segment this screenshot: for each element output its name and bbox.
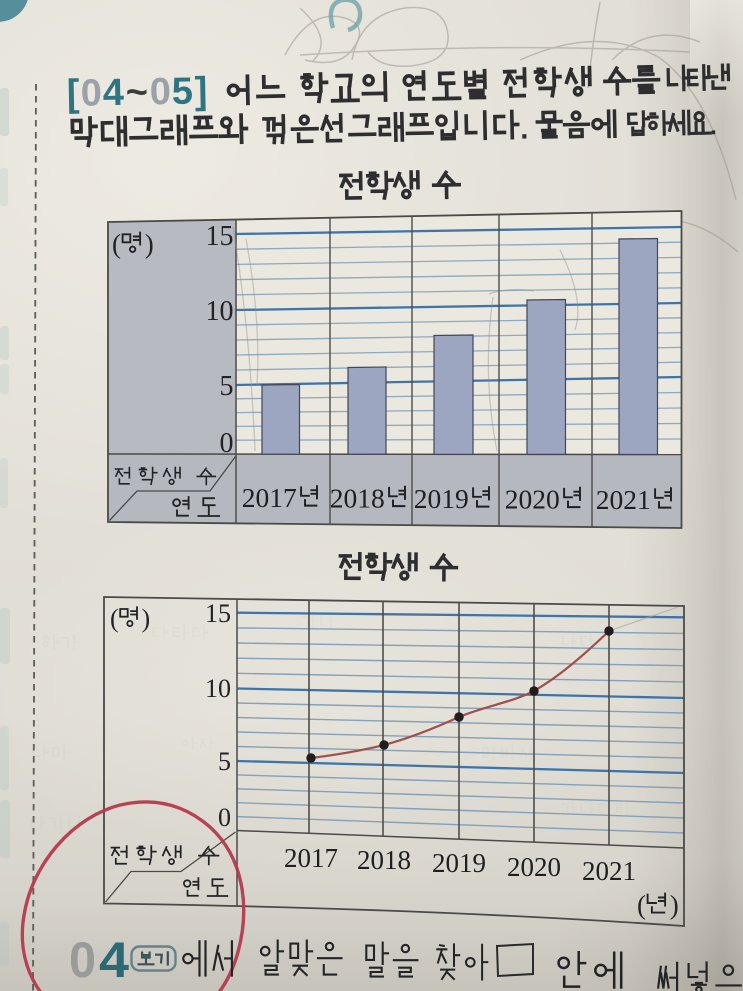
- svg-text:]: ]: [194, 70, 207, 112]
- svg-text:2019: 2019: [414, 483, 469, 514]
- svg-text:(: (: [110, 604, 119, 633]
- svg-text:5: 5: [171, 71, 193, 113]
- svg-text:0: 0: [149, 71, 171, 113]
- svg-text:): ): [145, 229, 154, 259]
- svg-text:): ): [142, 604, 151, 633]
- svg-text:2020: 2020: [505, 484, 560, 515]
- svg-text:.: .: [520, 113, 529, 145]
- svg-text:2017: 2017: [284, 843, 338, 873]
- svg-text:2021: 2021: [582, 856, 636, 886]
- svg-text:(: (: [637, 890, 646, 920]
- svg-text:0: 0: [220, 428, 234, 459]
- svg-text:2021: 2021: [596, 484, 651, 515]
- svg-text:2018: 2018: [330, 483, 385, 514]
- svg-text:0: 0: [80, 72, 102, 114]
- svg-text:5: 5: [218, 747, 231, 776]
- svg-text:0: 0: [69, 932, 96, 988]
- svg-text:2018: 2018: [357, 845, 411, 875]
- svg-text:4: 4: [99, 932, 129, 988]
- svg-text:(: (: [112, 229, 121, 259]
- svg-text:15: 15: [205, 599, 231, 628]
- svg-text:5: 5: [220, 371, 234, 402]
- svg-text:[: [: [66, 73, 80, 115]
- svg-text:10: 10: [206, 296, 234, 327]
- svg-text:.: .: [710, 112, 718, 140]
- svg-text:2019: 2019: [432, 848, 486, 878]
- svg-text:15: 15: [206, 221, 234, 252]
- svg-text:0: 0: [218, 803, 231, 832]
- svg-text:10: 10: [205, 674, 231, 703]
- svg-text:): ): [670, 890, 679, 920]
- svg-text:2017: 2017: [242, 482, 297, 513]
- svg-text:4: 4: [102, 72, 124, 114]
- svg-text:~: ~: [125, 71, 148, 113]
- svg-text:2020: 2020: [507, 852, 561, 882]
